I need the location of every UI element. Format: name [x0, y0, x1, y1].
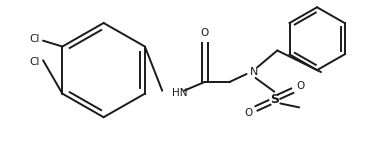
- Text: HN: HN: [172, 88, 188, 98]
- Text: O: O: [296, 81, 304, 91]
- Text: Cl: Cl: [29, 34, 40, 44]
- Text: O: O: [201, 28, 209, 38]
- Text: Cl: Cl: [29, 57, 40, 67]
- Text: S: S: [270, 93, 279, 106]
- Text: O: O: [244, 108, 253, 118]
- Text: N: N: [250, 67, 259, 77]
